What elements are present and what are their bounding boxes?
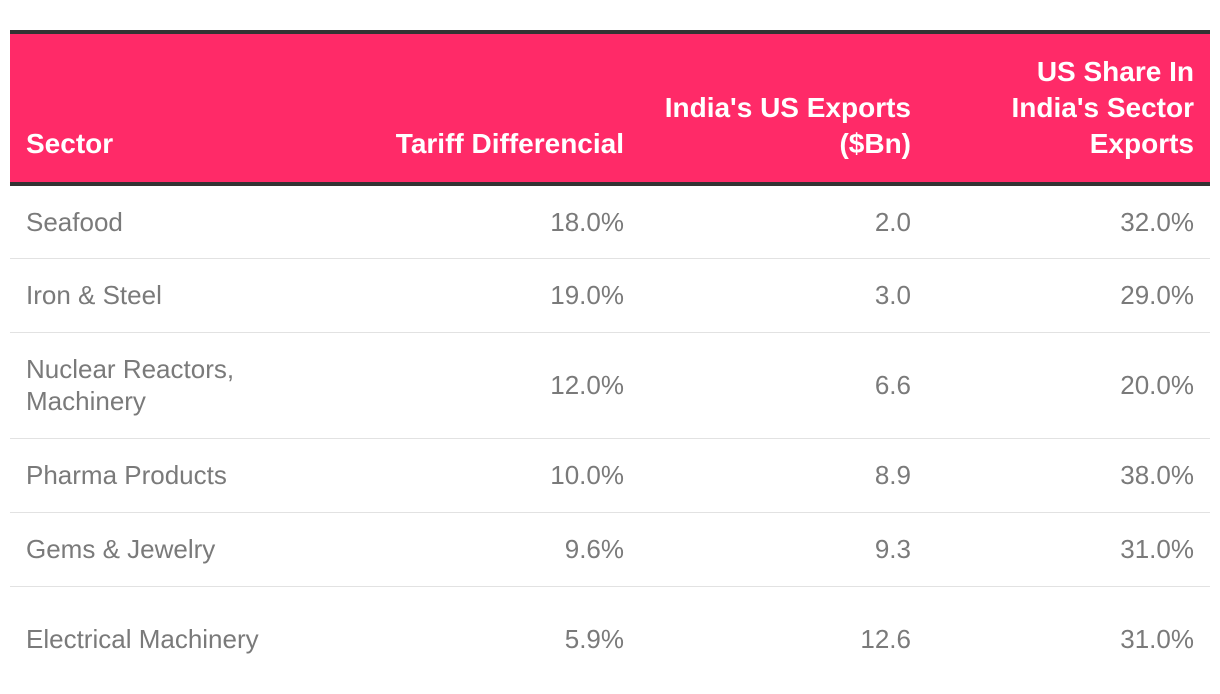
table-row: Pharma Products 10.0% 8.9 38.0%: [10, 438, 1210, 513]
sector-tariff-table: Sector Tariff Differencial India's US Ex…: [10, 30, 1210, 692]
table-header: Sector Tariff Differencial India's US Ex…: [10, 30, 1210, 186]
cell-sector: Seafood: [10, 184, 310, 259]
data-table: Sector Tariff Differencial India's US Ex…: [10, 30, 1210, 692]
column-header-tariff: Tariff Differencial: [310, 30, 640, 186]
column-header-exports: India's US Exports ($Bn): [640, 30, 927, 186]
header-row: Sector Tariff Differencial India's US Ex…: [10, 30, 1210, 186]
cell-share: 32.0%: [927, 184, 1210, 259]
cell-sector: Electrical Machinery: [26, 624, 259, 655]
cell-sector: Pharma Products: [10, 438, 310, 513]
column-header-sector: Sector: [10, 30, 310, 186]
cell-sector: Gems & Jewelry: [10, 512, 310, 587]
cell-exports: 3.0: [640, 258, 927, 333]
cell-exports: 2.0: [640, 184, 927, 259]
cell-tariff: 18.0%: [310, 184, 640, 259]
cell-tariff: 19.0%: [310, 258, 640, 333]
table-row: Seafood 18.0% 2.0 32.0%: [10, 184, 1210, 259]
cell-share: 38.0%: [927, 438, 1210, 513]
cell-share: 31.0%: [1120, 624, 1194, 655]
cell-sector: Nuclear Reactors, Machinery: [10, 332, 310, 439]
cell-exports: 9.3: [640, 512, 927, 587]
cell-tariff: 12.0%: [310, 332, 640, 439]
table-row: Iron & Steel 19.0% 3.0 29.0%: [10, 258, 1210, 333]
cell-exports: 6.6: [640, 332, 927, 439]
table-row: Gems & Jewelry 9.6% 9.3 31.0%: [10, 512, 1210, 587]
cell-share: 29.0%: [927, 258, 1210, 333]
table-body: Seafood 18.0% 2.0 32.0% Iron & Steel 19.…: [10, 184, 1210, 692]
cell-exports: 8.9: [640, 438, 927, 513]
cell-share: 31.0%: [927, 512, 1210, 587]
cell-sector: Iron & Steel: [10, 258, 310, 333]
cell-tariff: 10.0%: [310, 438, 640, 513]
table-row: Nuclear Reactors, Machinery 12.0% 6.6 20…: [10, 332, 1210, 439]
table-row: Electrical Machinery 5.9% 12.6 31.0%: [10, 586, 1210, 692]
cell-tariff: 5.9%: [564, 624, 624, 655]
cell-tariff: 9.6%: [310, 512, 640, 587]
cell-exports: 12.6: [860, 624, 911, 655]
cell-share: 20.0%: [927, 332, 1210, 439]
column-header-share: US Share In India's Sector Exports: [927, 30, 1210, 186]
